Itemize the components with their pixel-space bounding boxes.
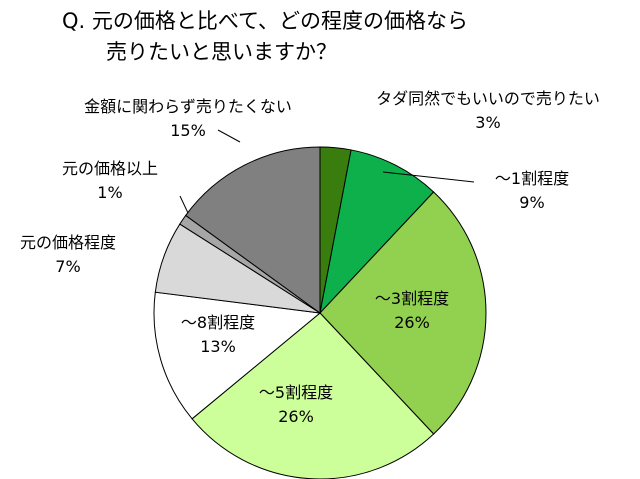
pie-slice [153,291,322,420]
slice-label: ～3割程度 26% [375,289,449,332]
slice-value-label: 7% [55,257,80,276]
slice-category-label: 元の価格程度 [20,233,116,252]
slice-category-label: ～1割程度 [495,169,569,188]
slice-value-label: 1% [97,183,122,202]
slice-value-label: 13% [200,337,236,356]
slice-label: タダ同然でもいいので売りたい 3% [376,89,600,132]
slice-label: 金額に関わらず売りたくない 15% [84,97,292,140]
slice-category-label: ～5割程度 [259,383,333,402]
chart-title: Q. 元の価格と比べて、どの程度の価格なら 売りたいと思いますか？ [62,6,622,68]
slice-category-label: ～3割程度 [375,289,449,308]
pie-slices [153,146,487,479]
leader-line [217,129,241,143]
slice-category-label: 金額に関わらず売りたくない [84,97,292,116]
slice-category-label: タダ同然でもいいので売りたい [376,89,600,108]
slice-label: 元の価格以上 1% [62,159,158,202]
slice-value-label: 15% [170,121,206,140]
slice-value-label: 3% [475,113,500,132]
pie-slice [185,146,321,314]
slice-label: ～5割程度 26% [259,383,333,426]
chart-title-line-2: 売りたいと思いますか？ [106,40,337,64]
slice-labels: タダ同然でもいいので売りたい 3%～1割程度 9%～3割程度 26%～5割程度 26%～… [20,89,600,426]
slice-value-label: 9% [519,193,544,212]
chart-title-line-1: Q. 元の価格と比べて、どの程度の価格なら [62,9,468,33]
slice-category-label: 元の価格以上 [62,159,158,178]
slice-value-label: 26% [278,407,314,426]
pie-slice [319,149,435,315]
slice-label: ～1割程度 9% [495,169,569,212]
leader-line [179,195,189,214]
slice-category-label: ～8割程度 [181,313,255,332]
leader-line [382,171,475,183]
slice-value-label: 26% [394,313,430,332]
leader-lines [179,129,475,214]
slice-label: ～8割程度 13% [181,313,255,356]
pie-slice [319,191,487,435]
slice-label: 元の価格程度 7% [20,233,116,276]
